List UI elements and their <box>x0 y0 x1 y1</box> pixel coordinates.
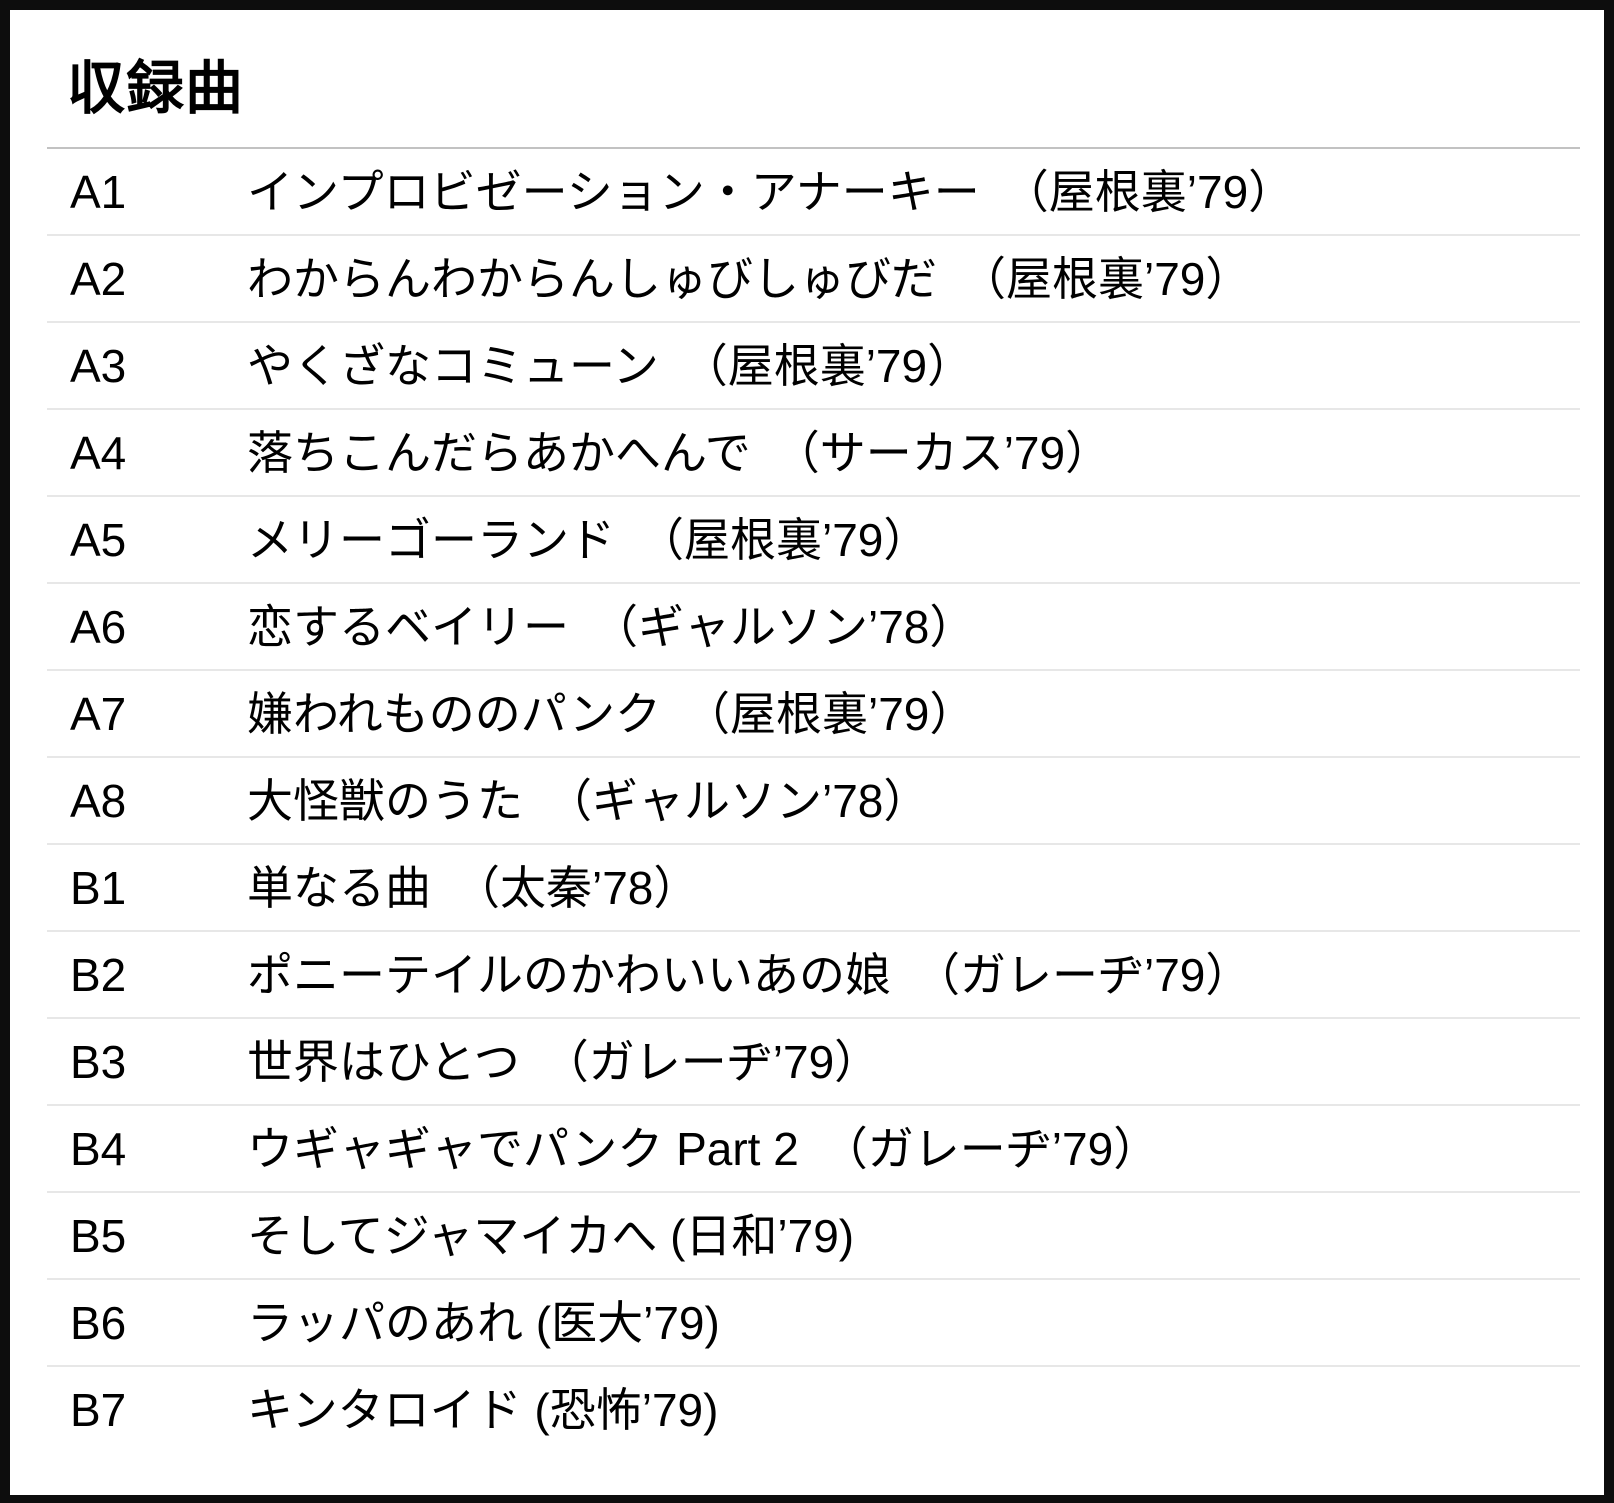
track-number: A1 <box>70 165 127 218</box>
track-number: A8 <box>70 774 127 827</box>
track-row: B1 単なる曲 （太秦’78） <box>47 843 1580 931</box>
track-title: やくざなコミューン （屋根裏’79） <box>247 339 974 392</box>
track-row: A3 やくざなコミューン （屋根裏’79） <box>47 321 1580 409</box>
track-row: A5 メリーゴーランド （屋根裏’79） <box>47 495 1580 583</box>
tracklist-table: A1 インプロビゼーション・アナーキー （屋根裏’79） A2 わからんわからんしゅび… <box>47 149 1580 1452</box>
track-title: 大怪獣のうた （ギャルソン’78） <box>247 774 930 827</box>
track-row: B7 キンタロイド (恐怖’79) <box>47 1365 1580 1452</box>
track-title: ポニーテイルのかわいいあの娘 （ガレーヂ’79） <box>247 948 1252 1001</box>
track-number: A5 <box>70 513 127 566</box>
tracklist-heading: 収録曲 <box>47 56 1580 149</box>
track-row: A4 落ちこんだらあかへんで （サーカス’79） <box>47 408 1580 496</box>
track-number: A2 <box>70 252 127 305</box>
track-title: 単なる曲 （太秦’78） <box>247 861 700 914</box>
track-number: B2 <box>70 948 127 1001</box>
tracklist-panel: 収録曲 A1 インプロビゼーション・アナーキー （屋根裏’79） A2 わからんわから… <box>10 10 1604 1495</box>
track-number: A6 <box>70 600 127 653</box>
track-row: B4 ウギャギャでパンク Part 2 （ガレーヂ’79） <box>47 1104 1580 1192</box>
track-title: わからんわからんしゅびしゅびだ （屋根裏’79） <box>247 252 1252 305</box>
track-row: A6 恋するベイリー （ギャルソン’78） <box>47 582 1580 670</box>
track-title: 世界はひとつ （ガレーヂ’79） <box>247 1035 881 1088</box>
track-number: B6 <box>70 1296 127 1349</box>
track-number: B4 <box>70 1122 127 1175</box>
track-title: 恋するベイリー （ギャルソン’78） <box>247 600 976 653</box>
track-row: A1 インプロビゼーション・アナーキー （屋根裏’79） <box>47 149 1580 235</box>
track-title: インプロビゼーション・アナーキー （屋根裏’79） <box>247 165 1295 218</box>
track-number: A3 <box>70 339 127 392</box>
track-title: 嫌われもののパンク （屋根裏’79） <box>247 687 976 740</box>
track-number: A7 <box>70 687 127 740</box>
track-number: B5 <box>70 1209 127 1262</box>
track-row: B5 そしてジャマイカへ (日和’79) <box>47 1191 1580 1279</box>
track-row: B6 ラッパのあれ (医大’79) <box>47 1278 1580 1366</box>
track-row: B3 世界はひとつ （ガレーヂ’79） <box>47 1017 1580 1105</box>
track-title: 落ちこんだらあかへんで （サーカス’79） <box>247 426 1112 479</box>
track-number: B1 <box>70 861 127 914</box>
track-number: B7 <box>70 1383 127 1436</box>
track-title: メリーゴーランド （屋根裏’79） <box>247 513 930 566</box>
track-title: ラッパのあれ (医大’79) <box>247 1296 720 1349</box>
track-row: A7 嫌われもののパンク （屋根裏’79） <box>47 669 1580 757</box>
track-row: B2 ポニーテイルのかわいいあの娘 （ガレーヂ’79） <box>47 930 1580 1018</box>
track-number: B3 <box>70 1035 127 1088</box>
track-row: A8 大怪獣のうた （ギャルソン’78） <box>47 756 1580 844</box>
track-number: A4 <box>70 426 127 479</box>
track-title: そしてジャマイカへ (日和’79) <box>247 1209 855 1262</box>
tracklist-body: A1 インプロビゼーション・アナーキー （屋根裏’79） A2 わからんわからんしゅび… <box>47 149 1580 1452</box>
track-row: A2 わからんわからんしゅびしゅびだ （屋根裏’79） <box>47 234 1580 322</box>
track-title: ウギャギャでパンク Part 2 （ガレーヂ’79） <box>247 1122 1160 1175</box>
track-title: キンタロイド (恐怖’79) <box>247 1383 719 1436</box>
